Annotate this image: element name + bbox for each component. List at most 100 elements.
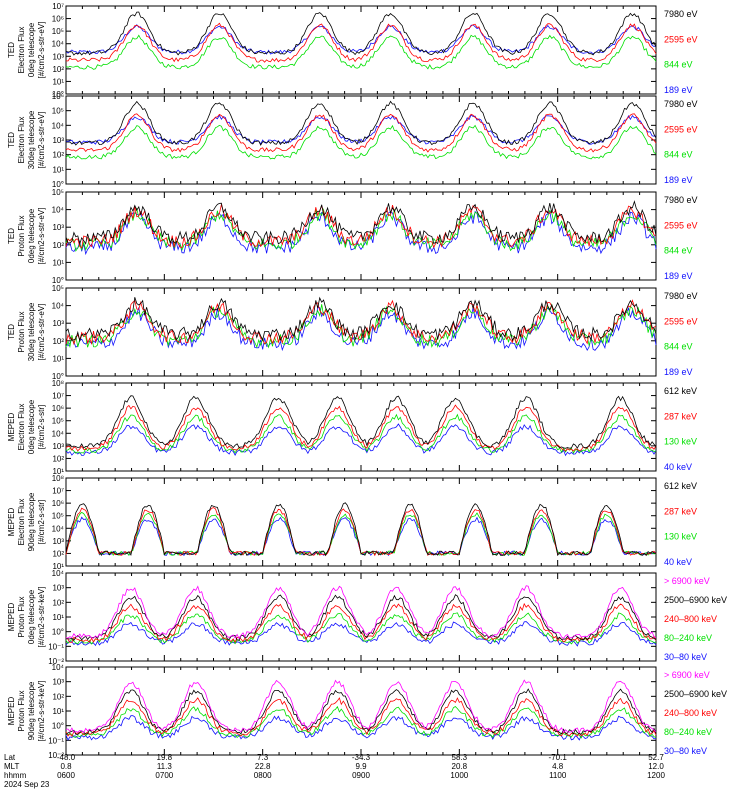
y-tick-label: 10°: [52, 628, 64, 637]
y-axis-label: MEPEDProton Flux90deg telescope[#/cm2-s-…: [7, 681, 46, 742]
footer-mlt-value: 12.0: [648, 762, 664, 771]
footer-hhmm-value: 0800: [254, 771, 272, 780]
footer-hhmm-value: 0900: [352, 771, 370, 780]
footer-lat-value: 7.3: [257, 753, 269, 762]
series-line-3: [65, 303, 657, 349]
y-axis-label-line: Electron Flux: [17, 499, 26, 546]
y-axis-label: TEDProton Flux0deg telescope[#/cm2-s-str…: [7, 208, 46, 265]
panel-6: 10¹ 10² 10³ 10⁴ 10⁵ 10⁶ 10⁷ 10⁸ MEPEDElectron Fl…: [7, 474, 697, 571]
series-line-4: [65, 612, 657, 645]
series-line-2: [65, 688, 657, 735]
footer-mlt-value: 11.3: [157, 762, 173, 771]
y-tick-label: 10²: [52, 241, 64, 250]
panel-frame: [65, 382, 657, 472]
y-tick-label: 10⁶: [52, 92, 64, 101]
footer-mlt-value: 4.8: [552, 762, 564, 771]
y-tick-label: 10⁵: [52, 27, 64, 36]
y-tick-label: 10¹: [52, 77, 64, 86]
legend-entry: 40 keV: [664, 557, 692, 567]
y-axis-label-line: TED: [7, 228, 16, 244]
y-tick-label: 10³: [52, 223, 64, 232]
y-tick-label: 10¹: [52, 258, 64, 267]
y-tick-label: 10⁴: [52, 40, 65, 49]
footer-hhmm-value: 0600: [57, 771, 75, 780]
series-line-2: [65, 507, 657, 557]
y-tick-label: 10⁵: [52, 188, 64, 197]
footer-hhmm-value: 1200: [647, 771, 665, 780]
y-tick-label: 10⁵: [52, 107, 64, 116]
legend-entry: 844 eV: [664, 342, 693, 352]
y-axis-label-line: 30deg telescope: [27, 110, 36, 169]
panel-frame: [65, 572, 657, 662]
footer-lat-value: 52.7: [648, 753, 664, 762]
series-line-2: [65, 594, 657, 641]
legend-entry: 612 keV: [664, 481, 697, 491]
y-tick-label: 10¹: [52, 467, 64, 476]
legend-entry: 189 eV: [664, 367, 693, 377]
series-line-4: [65, 423, 657, 457]
y-tick-label: 10³: [52, 584, 64, 593]
legend-entry: 844 eV: [664, 60, 693, 70]
y-tick-label: 10°: [52, 180, 64, 189]
y-tick-label: 10⁵: [52, 512, 64, 521]
legend-entry: 240–800 keV: [664, 708, 717, 718]
series-line-2: [65, 22, 657, 63]
y-tick-label: 10°: [52, 372, 64, 381]
y-axis-label-line: Proton Flux: [17, 312, 26, 353]
legend-entry: 30–80 keV: [664, 746, 707, 756]
y-axis-label-line: [#/cm2-s-str-keV]: [37, 587, 46, 648]
footer-row-label: MLT: [4, 762, 20, 771]
legend-entry: 240–800 keV: [664, 614, 717, 624]
panel-frame: [65, 666, 657, 756]
y-axis-label-line: 0deg telescope: [27, 589, 36, 644]
panel-1: 10° 10¹ 10² 10³ 10⁴ 10⁵ 10⁶ 10⁷ TEDElectron Flux…: [7, 2, 698, 99]
footer-row-label: 2024 Sep 23: [4, 780, 50, 789]
y-tick-label: 10⁵: [52, 417, 64, 426]
y-axis-label-line: MEPED: [7, 508, 16, 537]
y-axis-label-line: MEPED: [7, 603, 16, 632]
series-line-1: [65, 200, 657, 246]
y-tick-label: 10²: [52, 65, 64, 74]
y-tick-label: 10³: [52, 442, 64, 451]
y-axis-label-line: Proton Flux: [17, 597, 26, 638]
series-line-3: [65, 413, 657, 454]
series-line-5: [65, 715, 657, 741]
legend-entry: 7980 eV: [664, 9, 698, 19]
y-axis-label-line: TED: [7, 324, 16, 340]
y-axis-label-line: TED: [7, 132, 16, 148]
y-tick-label: 10³: [52, 52, 64, 61]
legend-entry: 287 keV: [664, 411, 697, 421]
y-tick-label: 10⁻²: [48, 751, 64, 760]
series-line-2: [65, 299, 657, 346]
series-line-3: [65, 697, 657, 737]
y-axis-label-line: 0deg telescope: [27, 399, 36, 454]
panel-2: 10° 10¹ 10² 10³ 10⁴ 10⁵ 10⁶ TEDElectron Flux30d…: [7, 92, 698, 189]
series-line-2: [65, 113, 657, 153]
footer-lat-value: 58.3: [452, 753, 468, 762]
y-axis-label: TEDProton Flux30deg telescope[#/cm2-s-st…: [7, 302, 46, 361]
legend-entry: 40 keV: [664, 462, 692, 472]
y-tick-label: 10⁶: [52, 499, 64, 508]
y-axis-label-line: [#/cm2-s-str-keV]: [37, 681, 46, 742]
y-axis-label-line: 0deg telescope: [27, 208, 36, 263]
series-line-1: [65, 296, 657, 343]
footer-mlt-value: 22.8: [255, 762, 271, 771]
y-tick-label: 10°: [52, 90, 64, 99]
y-tick-label: 10²: [52, 598, 64, 607]
y-axis-label-line: Electron Flux: [17, 117, 26, 164]
series-line-2: [65, 404, 657, 452]
y-tick-label: 10⁻¹: [48, 642, 64, 651]
y-tick-label: 10⁷: [52, 2, 64, 11]
legend-entry: 7980 eV: [664, 291, 698, 301]
y-axis-label-line: [#/cm2-s-str-eV]: [37, 208, 46, 265]
y-axis-label-line: Proton Flux: [17, 691, 26, 732]
footer-mlt-value: 9.9: [355, 762, 367, 771]
y-axis-label: MEPEDElectron Flux0deg telescope[#/cm2-s…: [7, 399, 46, 454]
legend-entry: 189 eV: [664, 271, 693, 281]
panel-7: 10⁻² 10⁻¹ 10° 10¹ 10² 10³ 10⁴ MEPEDProton Flux0…: [7, 569, 727, 666]
y-tick-label: 10¹: [52, 354, 64, 363]
y-axis-label: TEDElectron Flux0deg telescope[#/cm2-s-s…: [7, 22, 46, 79]
y-tick-label: 10¹: [52, 707, 64, 716]
y-tick-label: 10°: [52, 722, 64, 731]
